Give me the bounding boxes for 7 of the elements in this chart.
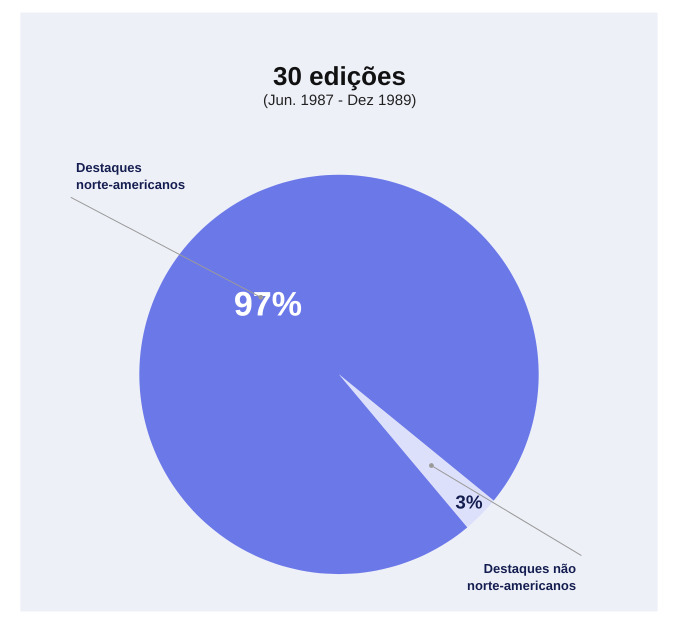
slice-label: Destaques norte-americanos	[76, 160, 186, 192]
slice-label: Destaques não norte-americanos	[467, 561, 576, 593]
data-label: 3%	[455, 492, 483, 513]
data-label: 97%	[234, 285, 302, 324]
pie-slice	[339, 374, 494, 528]
chart-subtitle: (Jun. 1987 - Dez 1989)	[263, 92, 416, 109]
chart-title: 30 edições	[273, 61, 406, 91]
